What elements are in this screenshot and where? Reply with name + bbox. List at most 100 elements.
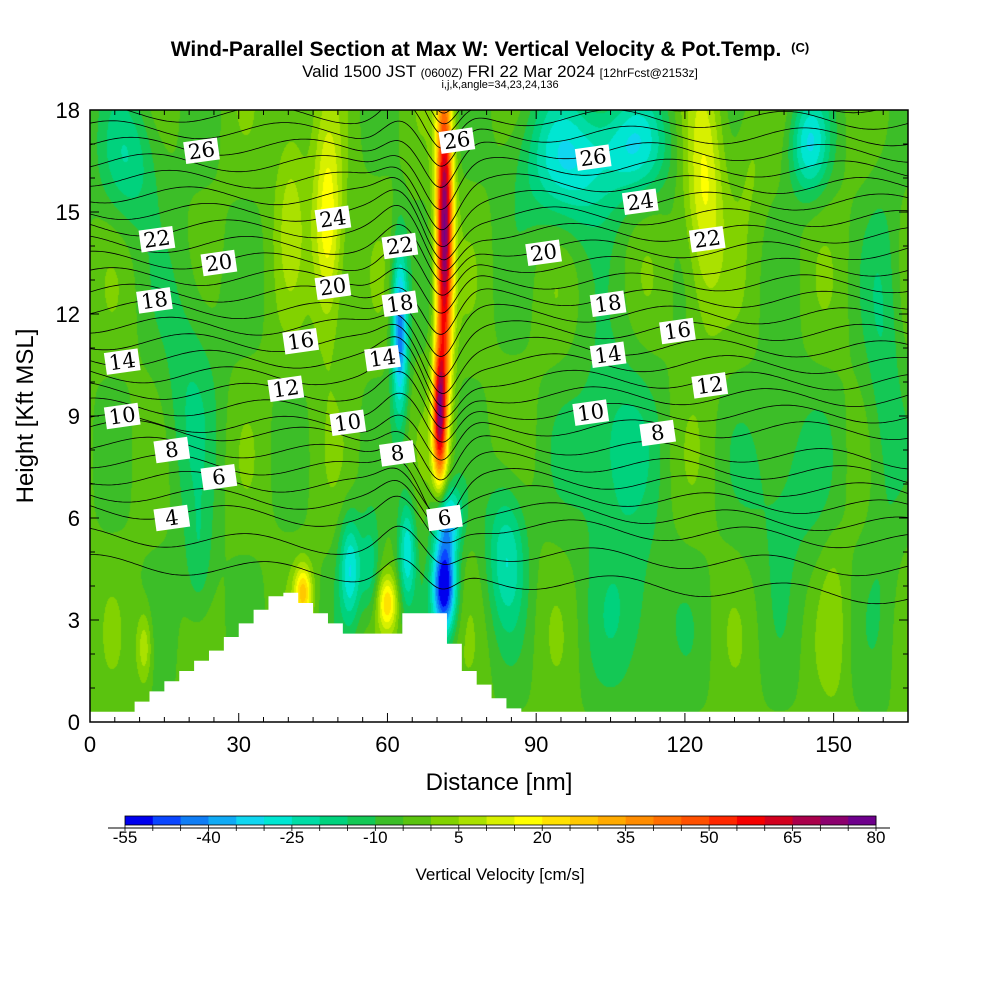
contour-label-text: 20 — [529, 239, 559, 266]
colorbar-tick-label: 65 — [783, 828, 802, 847]
contour-label: 8 — [379, 440, 416, 467]
colorbar-swatch — [458, 816, 488, 825]
colorbar-swatch — [125, 816, 154, 825]
chart-subtitle: Valid 1500 JST (0600Z) FRI 22 Mar 2024 [… — [302, 62, 698, 81]
y-tick-label: 15 — [56, 200, 80, 225]
theta-contour — [90, 204, 908, 272]
contour-label: 6 — [200, 463, 238, 491]
x-tick-label: 30 — [226, 732, 250, 757]
contour-label: 8 — [153, 436, 191, 464]
contour-label: 16 — [659, 317, 696, 345]
theta-contour — [90, 267, 908, 314]
y-tick-label: 6 — [68, 506, 80, 531]
contour-label: 24 — [314, 205, 352, 233]
theta-contour — [90, 177, 908, 248]
contour-label-text: 26 — [442, 127, 472, 154]
theta-contour — [90, 554, 908, 605]
colorbar-swatch — [486, 816, 515, 825]
colorbar-swatch — [736, 816, 766, 825]
colorbar-swatch — [403, 816, 432, 825]
contour-label: 18 — [381, 290, 419, 318]
contour-label: 10 — [103, 402, 141, 430]
contour-label: 8 — [639, 419, 677, 447]
subtitle-part-2: (0600Z) — [421, 66, 463, 80]
y-tick-label: 0 — [68, 710, 80, 735]
contour-label: 4 — [153, 504, 191, 532]
y-tick-label: 9 — [68, 404, 80, 429]
colorbar-tick-label: -55 — [113, 828, 138, 847]
contour-label: 18 — [136, 287, 173, 314]
contour-label-text: 14 — [593, 341, 623, 368]
contour-label: 12 — [267, 375, 305, 403]
colorbar-tick-label: 5 — [454, 828, 463, 847]
contour-label: 16 — [282, 327, 320, 355]
colorbar-tick-label: 80 — [867, 828, 886, 847]
chart-title: Wind-Parallel Section at Max W: Vertical… — [171, 38, 809, 61]
colorbar-swatch — [152, 816, 182, 825]
contour-label-text: 6 — [436, 505, 453, 531]
contour-label: 24 — [621, 188, 659, 216]
colorbar-swatch — [597, 816, 627, 825]
theta-contour — [90, 300, 908, 357]
colorbar-tick-label: 20 — [533, 828, 552, 847]
theta-contour — [90, 136, 908, 188]
colorbar-swatch — [430, 816, 460, 825]
contour-label-text: 14 — [107, 348, 137, 375]
x-tick-label: 90 — [524, 732, 548, 757]
colorbar-swatch — [208, 816, 237, 825]
colorbar-swatch — [542, 816, 571, 825]
contour-label-text: 18 — [140, 287, 170, 314]
contour-label-text: 14 — [368, 344, 398, 371]
colorbar-frame — [124, 815, 877, 826]
x-tick-label: 0 — [84, 732, 96, 757]
colorbar-swatch — [820, 816, 849, 825]
contour-label: 14 — [589, 341, 627, 369]
theta-contour — [124, 110, 908, 149]
theta-contour — [90, 166, 908, 231]
colorbar-tick-label: 35 — [616, 828, 635, 847]
x-tick-label: 150 — [815, 732, 852, 757]
colorbar-swatch — [570, 816, 599, 825]
contour-label-text: 26 — [578, 144, 608, 171]
theta-contour — [90, 495, 908, 549]
vertical-velocity-field — [90, 110, 908, 722]
chart-title-mark: (C) — [791, 40, 809, 55]
y-axis-label: Height [Kft MSL] — [12, 329, 39, 504]
contour-label: 20 — [314, 273, 352, 301]
contour-label: 22 — [138, 225, 176, 253]
subtitle-part-3: FRI 22 Mar 2024 — [467, 62, 595, 81]
colorbar-swatch — [375, 816, 404, 825]
colorbar-swatch — [319, 816, 349, 825]
contour-label-text: 10 — [107, 402, 137, 429]
contour-label-text: 18 — [385, 290, 415, 317]
contour-label: 10 — [329, 409, 367, 437]
subtitle-part-4: [12hrFcst@2153z] — [600, 66, 698, 80]
contour-label: 6 — [426, 504, 463, 532]
colorbar-swatch — [764, 816, 794, 825]
colorbar-swatch — [681, 816, 710, 825]
colorbar-swatch — [792, 816, 821, 825]
colorbar-swatch — [180, 816, 209, 825]
theta-contour — [90, 479, 908, 533]
terrain — [90, 592, 908, 722]
theta-contour — [90, 392, 908, 443]
contour-label: 10 — [572, 399, 610, 426]
contour-label-text: 16 — [286, 327, 316, 354]
subtitle-part-1: Valid 1500 JST — [302, 62, 416, 81]
y-tick-label: 3 — [68, 608, 80, 633]
theta-contour — [90, 323, 908, 394]
contour-label-text: 16 — [663, 317, 693, 344]
contour-label: 26 — [438, 127, 476, 154]
contour-label-text: 10 — [576, 399, 606, 426]
theta-contour — [90, 525, 908, 577]
colorbar-swatch — [236, 816, 265, 825]
theta-contour — [90, 189, 908, 261]
contour-label-text: 22 — [692, 225, 722, 252]
colorbar-tick-label: -40 — [196, 828, 221, 847]
colorbar-swatch — [264, 816, 293, 825]
theta-contour — [90, 313, 908, 378]
colorbar-swatch — [291, 816, 321, 825]
colorbar-swatch — [625, 816, 654, 825]
contour-label-text: 8 — [649, 420, 666, 446]
